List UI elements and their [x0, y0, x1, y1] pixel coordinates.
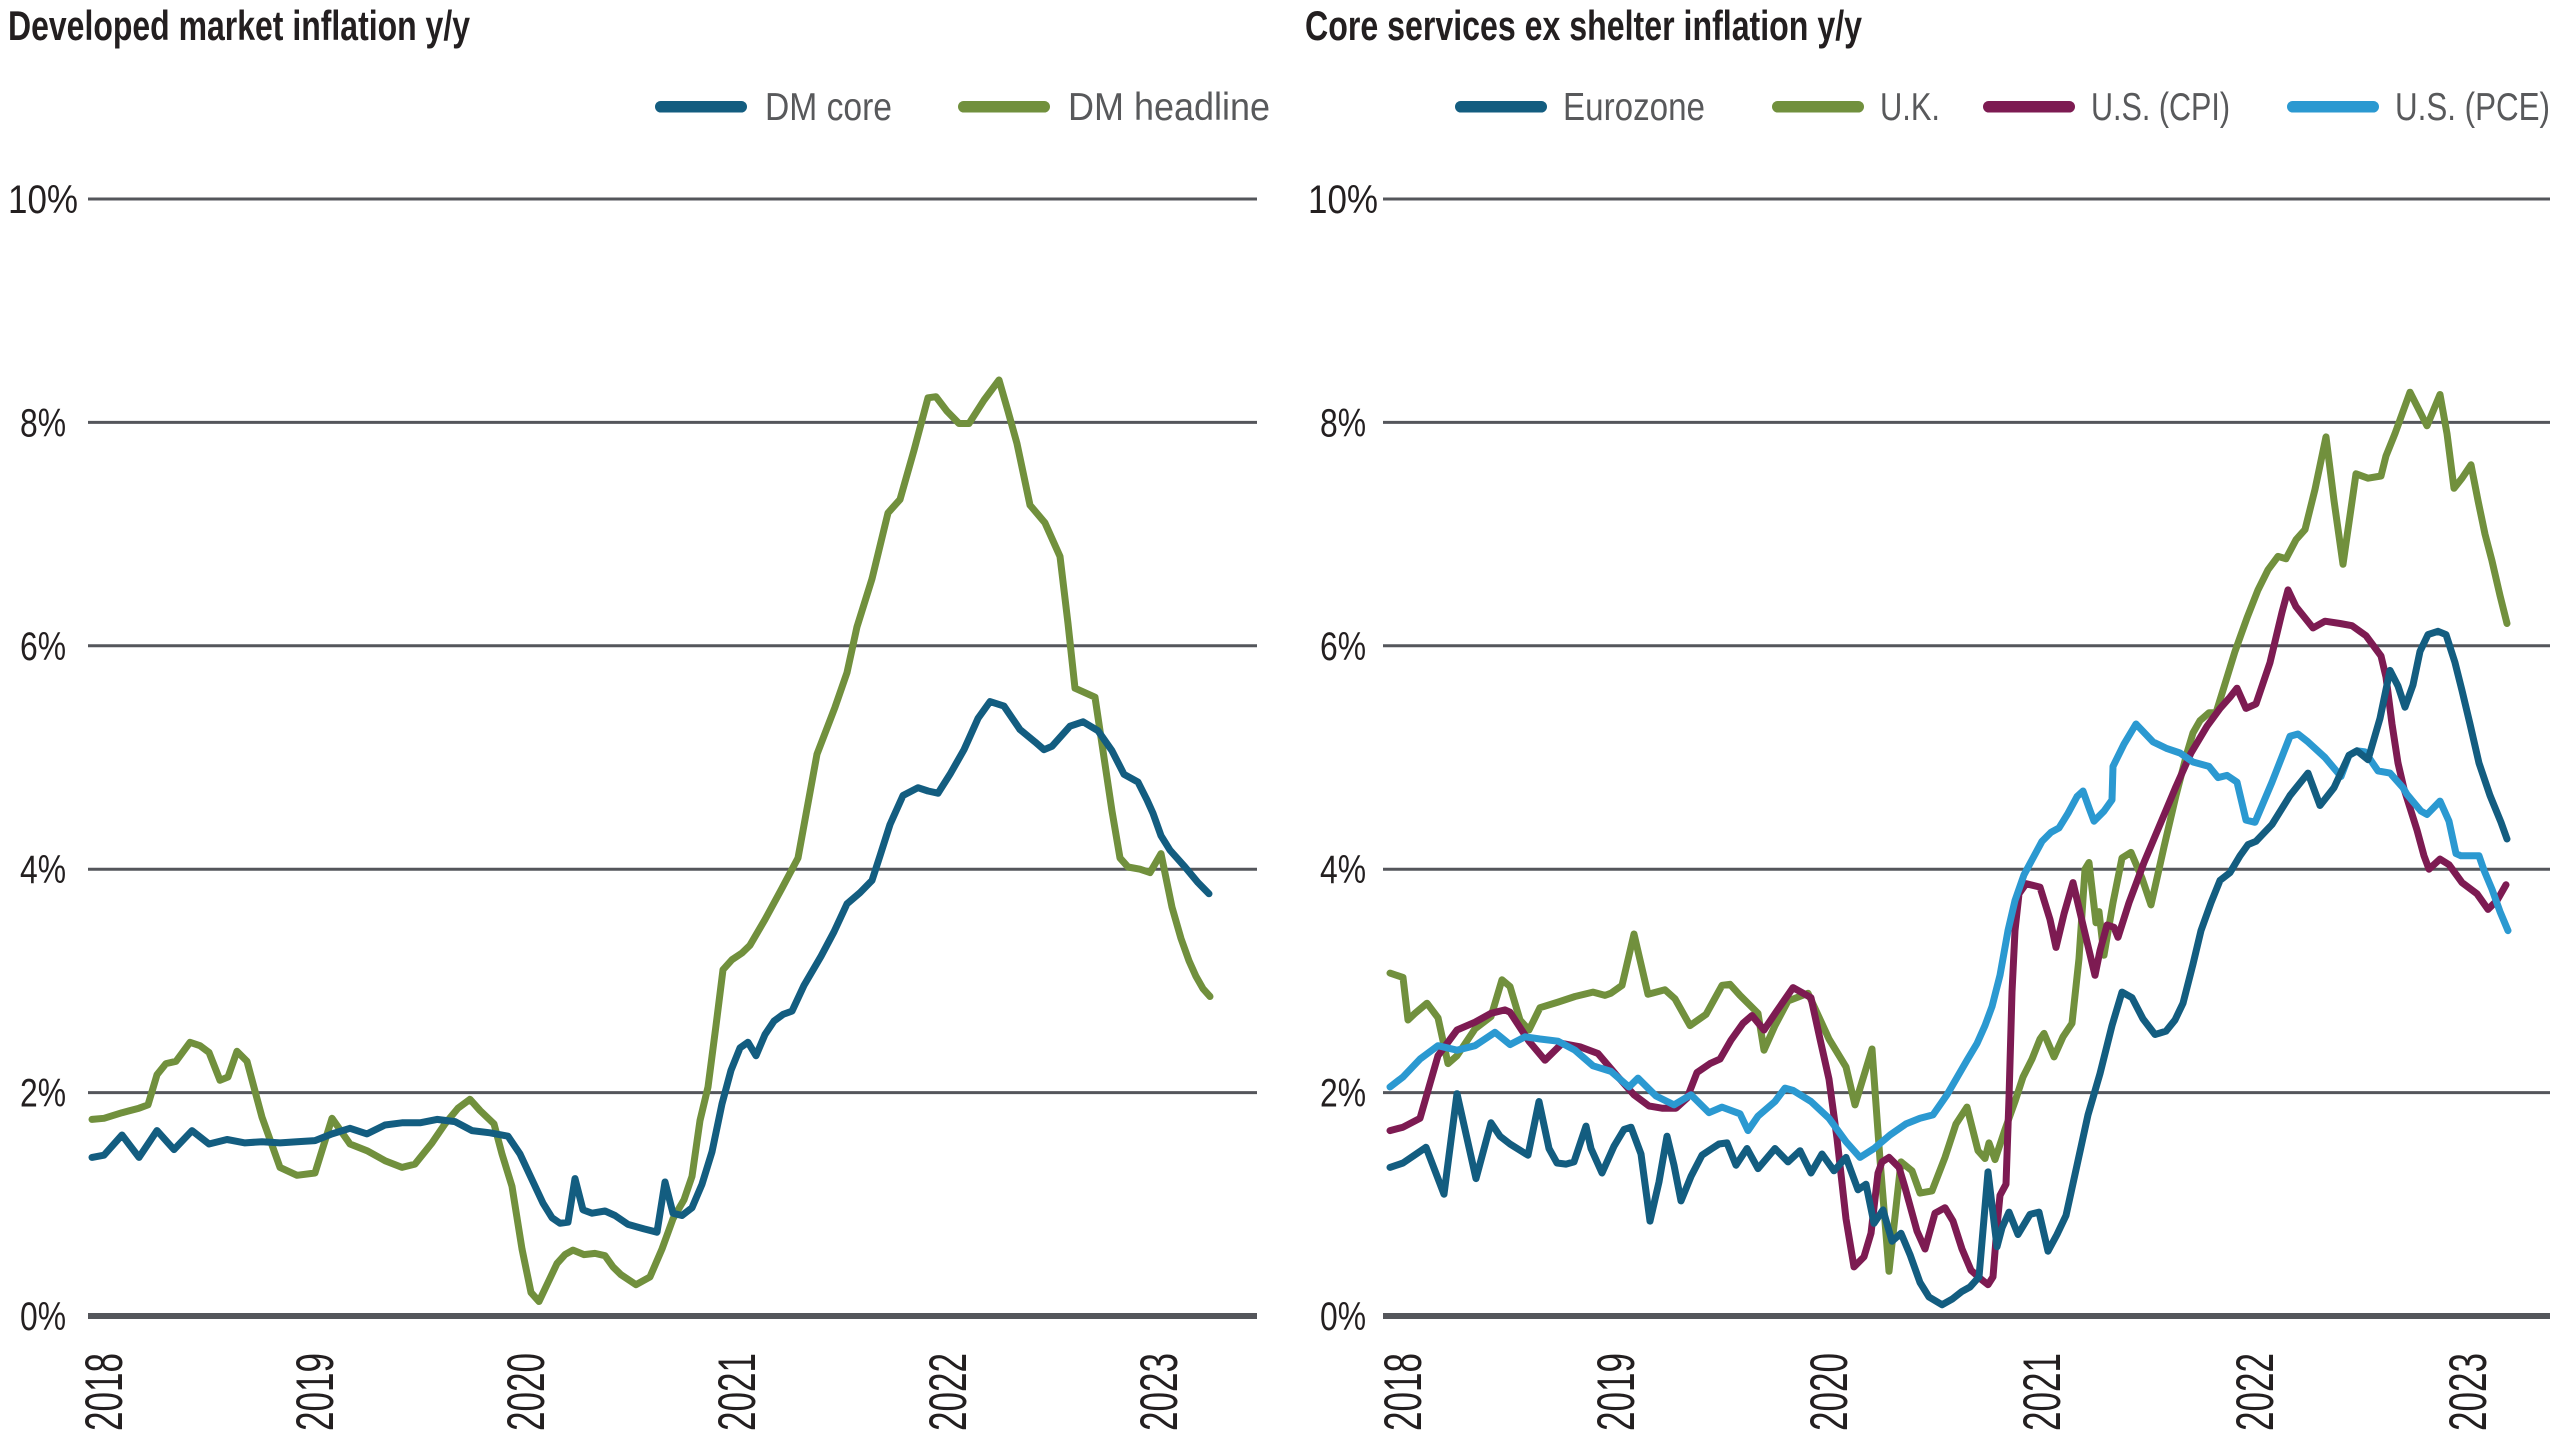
svg-text:2018: 2018 — [1374, 1353, 1433, 1431]
svg-text:2021: 2021 — [708, 1353, 767, 1431]
svg-text:Core services ex shelter infla: Core services ex shelter inflation y/y — [1305, 2, 1862, 49]
svg-text:2%: 2% — [1320, 1072, 1366, 1116]
svg-text:Developed market inflation y/y: Developed market inflation y/y — [8, 2, 470, 49]
svg-text:4%: 4% — [20, 848, 66, 892]
svg-text:10%: 10% — [8, 178, 78, 222]
svg-text:6%: 6% — [20, 625, 66, 669]
svg-text:8%: 8% — [20, 401, 66, 445]
svg-text:DM headline: DM headline — [1068, 86, 1270, 129]
svg-text:Eurozone: Eurozone — [1563, 86, 1705, 129]
svg-text:2020: 2020 — [497, 1353, 556, 1431]
svg-text:2019: 2019 — [1587, 1353, 1646, 1431]
svg-text:U.S. (PCE): U.S. (PCE) — [2395, 86, 2550, 129]
svg-text:8%: 8% — [1320, 401, 1366, 445]
svg-text:10%: 10% — [1308, 178, 1378, 222]
svg-text:0%: 0% — [20, 1295, 66, 1339]
svg-text:2018: 2018 — [75, 1353, 134, 1431]
svg-text:U.S. (CPI): U.S. (CPI) — [2091, 86, 2230, 129]
svg-text:2022: 2022 — [919, 1353, 978, 1431]
svg-text:2023: 2023 — [2439, 1353, 2498, 1431]
svg-text:2019: 2019 — [286, 1353, 345, 1431]
svg-text:DM core: DM core — [765, 86, 892, 129]
svg-text:2022: 2022 — [2226, 1353, 2285, 1431]
svg-text:2020: 2020 — [1800, 1353, 1859, 1431]
svg-text:6%: 6% — [1320, 625, 1366, 669]
svg-text:4%: 4% — [1320, 848, 1366, 892]
svg-text:U.K.: U.K. — [1880, 86, 1940, 129]
svg-text:2021: 2021 — [2013, 1353, 2072, 1431]
svg-text:2%: 2% — [20, 1072, 66, 1116]
svg-text:2023: 2023 — [1130, 1353, 1189, 1431]
svg-text:0%: 0% — [1320, 1295, 1366, 1339]
